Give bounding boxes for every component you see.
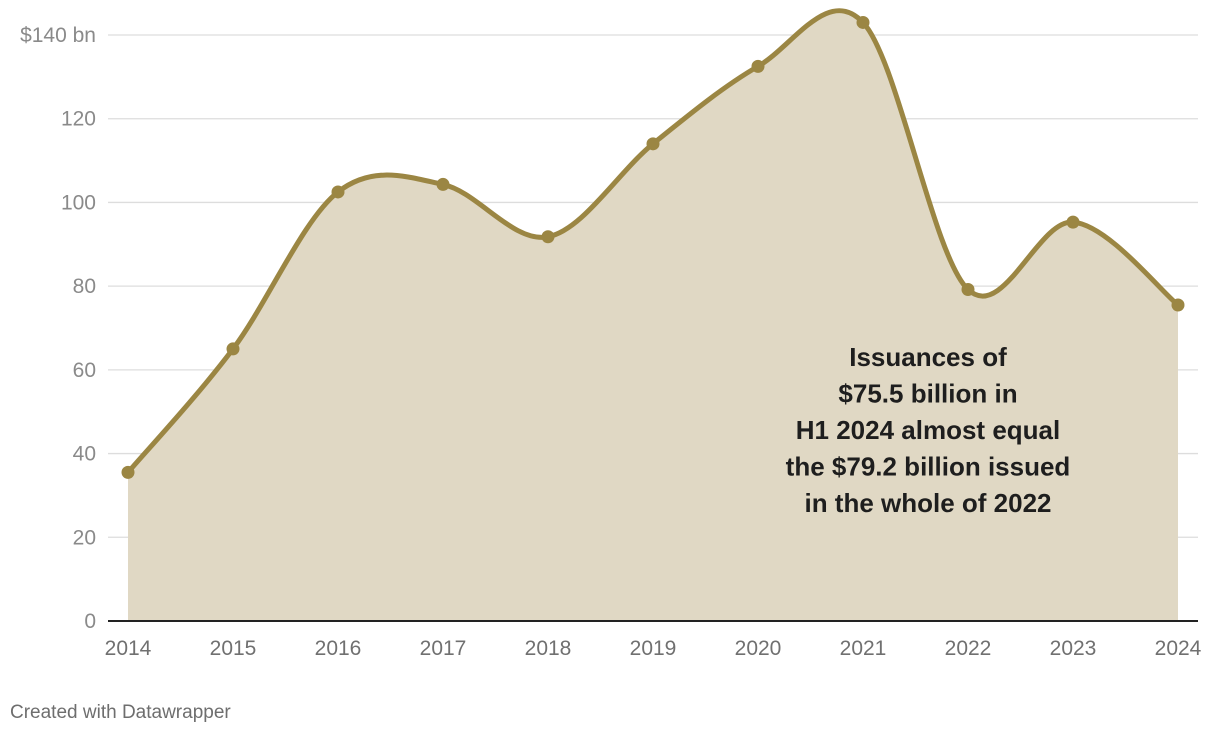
x-tick-label: 2021 [840, 637, 887, 660]
y-tick-label: 0 [84, 610, 96, 633]
y-tick-label: 60 [73, 359, 96, 382]
data-point-2018 [541, 230, 555, 244]
y-axis-ticks: 0 20 40 60 80 100 120 $140 bn [20, 24, 96, 633]
annotation-line: Issuances of [849, 342, 1007, 372]
annotation-line: the $79.2 billion issued [786, 452, 1071, 482]
data-point-2014 [121, 465, 135, 479]
point-layer [121, 15, 1185, 479]
y-tick-label: $140 bn [20, 24, 96, 47]
y-tick-label: 120 [61, 108, 96, 131]
y-tick-label: 40 [73, 443, 96, 466]
data-point-2024 [1171, 298, 1185, 312]
annotation: Issuances of $75.5 billion in H1 2024 almo… [786, 342, 1071, 518]
y-tick-label: 80 [73, 275, 96, 298]
data-point-2019 [646, 137, 660, 151]
footer-credit: Created with Datawrapper [10, 702, 231, 723]
data-point-2020 [751, 59, 765, 73]
x-tick-label: 2014 [105, 637, 152, 660]
y-tick-label: 20 [73, 526, 96, 549]
y-tick-label: 100 [61, 191, 96, 214]
data-point-2023 [1066, 215, 1080, 229]
x-tick-label: 2019 [630, 637, 677, 660]
annotation-line: in the whole of 2022 [804, 488, 1051, 518]
annotation-line: H1 2024 almost equal [796, 415, 1060, 445]
data-point-2016 [331, 185, 345, 199]
area-layer [108, 8, 1198, 622]
data-point-2017 [436, 177, 450, 191]
data-point-2021 [856, 15, 870, 29]
x-tick-label: 2020 [735, 637, 782, 660]
data-point-2022 [961, 282, 975, 296]
series-area [128, 10, 1178, 621]
series-line [125, 8, 1181, 475]
data-point-2015 [226, 342, 240, 356]
x-tick-label: 2023 [1050, 637, 1097, 660]
x-tick-label: 2022 [945, 637, 992, 660]
annotation-line: $75.5 billion in [838, 379, 1017, 409]
x-tick-label: 2017 [420, 637, 467, 660]
x-tick-label: 2016 [315, 637, 362, 660]
x-axis-ticks: 2014 2015 2016 2017 2018 2019 2020 2021 2022 2023… [105, 637, 1202, 660]
x-tick-label: 2018 [525, 637, 572, 660]
x-tick-label: 2024 [1155, 637, 1202, 660]
x-tick-label: 2015 [210, 637, 257, 660]
